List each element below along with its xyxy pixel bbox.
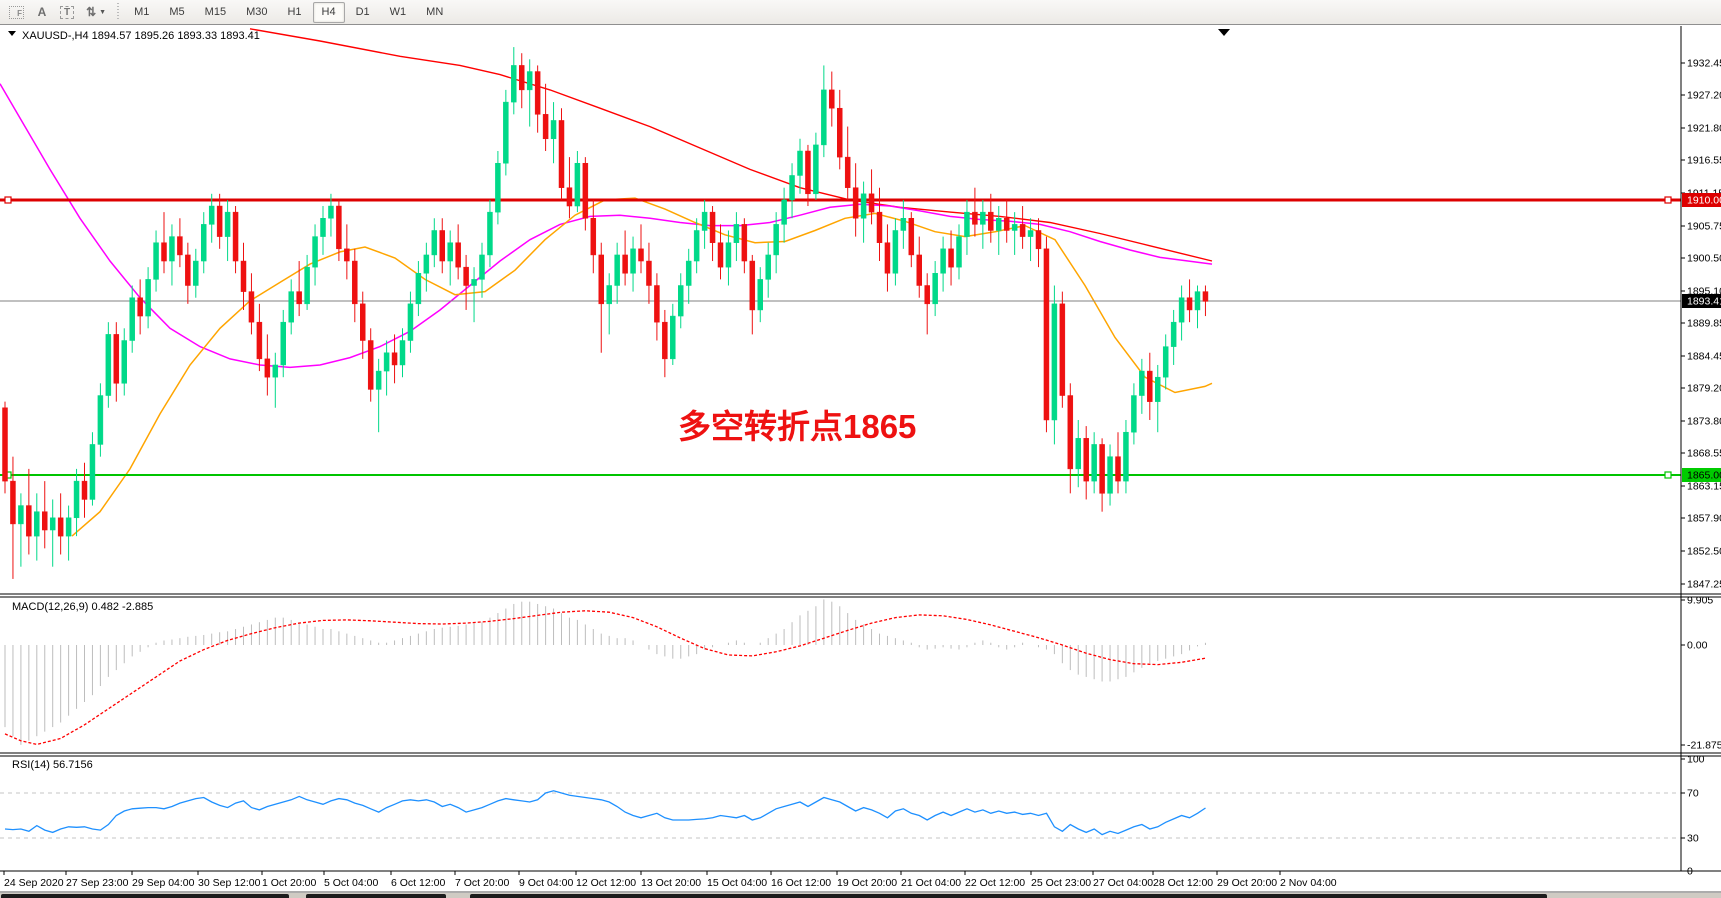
- svg-text:27 Sep 23:00: 27 Sep 23:00: [66, 877, 129, 889]
- svg-text:30: 30: [1687, 833, 1699, 845]
- svg-text:1932.45: 1932.45: [1687, 58, 1721, 70]
- svg-text:7 Oct 20:00: 7 Oct 20:00: [455, 877, 509, 889]
- svg-text:1857.90: 1857.90: [1687, 513, 1721, 525]
- price-badge-1893.41: 1893.41: [1682, 294, 1721, 308]
- macd-panel: MACD(12,26,9) 0.482 -2.885: [4, 599, 1206, 746]
- chart-title: XAUUSD-,H4 1894.57 1895.26 1893.33 1893.…: [8, 30, 260, 42]
- svg-text:1873.80: 1873.80: [1687, 416, 1721, 428]
- svg-text:6 Oct 12:00: 6 Oct 12:00: [391, 877, 445, 889]
- svg-text:15 Oct 04:00: 15 Oct 04:00: [707, 877, 767, 889]
- cursor-mode-icon: ⇅: [86, 5, 97, 19]
- toolbar-grip: [115, 3, 122, 21]
- rsi-label: RSI(14) 56.7156: [12, 759, 93, 771]
- svg-text:16 Oct 12:00: 16 Oct 12:00: [771, 877, 831, 889]
- svg-text:1852.50: 1852.50: [1687, 546, 1721, 558]
- annotation-text: 多空转折点1865: [678, 408, 916, 445]
- svg-text:21 Oct 04:00: 21 Oct 04:00: [901, 877, 961, 889]
- svg-text:28 Oct 12:00: 28 Oct 12:00: [1153, 877, 1213, 889]
- timeframe-m15[interactable]: M15: [204, 6, 227, 18]
- price-axis[interactable]: 1932.451927.201921.801916.551911.151905.…: [1680, 26, 1721, 878]
- svg-text:24 Sep 2020: 24 Sep 2020: [4, 877, 64, 889]
- text-label-icon: A: [37, 5, 47, 19]
- price-chart[interactable]: 多空转折点1865 XAUUSD-,H4 1894.57 1895.26 1893…: [0, 26, 1721, 893]
- svg-text:5 Oct 04:00: 5 Oct 04:00: [324, 877, 378, 889]
- svg-text:9.905: 9.905: [1687, 595, 1713, 607]
- timeframe-m30[interactable]: M30: [246, 6, 268, 18]
- svg-text:100: 100: [1687, 754, 1705, 766]
- macd-label: MACD(12,26,9) 0.482 -2.885: [12, 601, 153, 613]
- svg-text:70: 70: [1687, 788, 1699, 800]
- text-box-button[interactable]: T: [55, 2, 79, 23]
- svg-text:0.00: 0.00: [1687, 640, 1708, 652]
- indicator-frame-button[interactable]: F: [4, 2, 29, 23]
- timeframe-d1[interactable]: D1: [355, 6, 370, 18]
- svg-text:0: 0: [1687, 866, 1693, 878]
- timeframe-h1[interactable]: H1: [287, 6, 302, 18]
- panel-separators: [0, 593, 1721, 893]
- indicator-frame-icon: F: [9, 5, 24, 19]
- svg-text:1865.00: 1865.00: [1687, 470, 1721, 482]
- svg-text:22 Oct 12:00: 22 Oct 12:00: [965, 877, 1025, 889]
- svg-text:1927.20: 1927.20: [1687, 90, 1721, 102]
- timeframe-h4[interactable]: H4: [312, 1, 345, 23]
- rsi-panel: RSI(14) 56.7156: [0, 759, 1681, 839]
- price-badge-1910.00: 1910.00: [1682, 193, 1721, 207]
- svg-text:1889.85: 1889.85: [1687, 318, 1721, 330]
- svg-text:1 Oct 20:00: 1 Oct 20:00: [262, 877, 316, 889]
- chart-shift-marker-icon: [1218, 29, 1230, 36]
- svg-text:30 Sep 12:00: 30 Sep 12:00: [198, 877, 261, 889]
- top-toolbar: F A T ⇅ ▼ M1 M5 M15 M30 H1 H4 D1 W1 MN: [0, 0, 1721, 25]
- svg-text:1868.55: 1868.55: [1687, 448, 1721, 460]
- svg-text:2 Nov 04:00: 2 Nov 04:00: [1280, 877, 1337, 889]
- cursor-mode-button[interactable]: ⇅ ▼: [81, 2, 111, 23]
- timeframe-m1[interactable]: M1: [134, 6, 150, 18]
- text-label-button[interactable]: A: [31, 2, 53, 23]
- svg-text:1921.80: 1921.80: [1687, 123, 1721, 135]
- svg-text:1905.75: 1905.75: [1687, 221, 1721, 233]
- svg-text:19 Oct 20:00: 19 Oct 20:00: [837, 877, 897, 889]
- svg-text:1863.15: 1863.15: [1687, 481, 1721, 493]
- svg-text:1879.20: 1879.20: [1687, 383, 1721, 395]
- svg-text:-21.875: -21.875: [1687, 740, 1721, 752]
- price-badge-1865.00: 1865.00: [1682, 468, 1721, 482]
- bottom-dock-strip: [0, 893, 1721, 898]
- svg-text:12 Oct 12:00: 12 Oct 12:00: [576, 877, 636, 889]
- text-box-icon: T: [60, 5, 75, 19]
- svg-text:1893.41: 1893.41: [1687, 296, 1721, 308]
- svg-text:25 Oct 23:00: 25 Oct 23:00: [1031, 877, 1091, 889]
- svg-text:XAUUSD-,H4 1894.57 1895.26 18: XAUUSD-,H4 1894.57 1895.26 1893.33 1893.…: [22, 30, 260, 42]
- svg-text:27 Oct 04:00: 27 Oct 04:00: [1093, 877, 1153, 889]
- dock-segment: [470, 894, 1547, 898]
- svg-text:29 Oct 20:00: 29 Oct 20:00: [1217, 877, 1277, 889]
- svg-text:1910.00: 1910.00: [1687, 195, 1721, 207]
- svg-text:13 Oct 20:00: 13 Oct 20:00: [641, 877, 701, 889]
- svg-text:1884.45: 1884.45: [1687, 351, 1721, 363]
- svg-text:1847.25: 1847.25: [1687, 579, 1721, 591]
- dock-segment: [1, 894, 289, 898]
- svg-text:多空转折点1865: 多空转折点1865: [678, 408, 916, 445]
- timeframe-m5[interactable]: M5: [169, 6, 185, 18]
- horizontal-lines[interactable]: [0, 196, 1681, 479]
- svg-text:1900.50: 1900.50: [1687, 253, 1721, 265]
- dropdown-caret-icon: ▼: [99, 8, 107, 16]
- time-axis[interactable]: 24 Sep 2020 27 Sep 23:00 29 Sep 04:00 30 Se…: [3, 871, 1337, 889]
- candles: [2, 47, 1209, 579]
- timeframe-mn[interactable]: MN: [426, 6, 444, 18]
- svg-text:9 Oct 04:00: 9 Oct 04:00: [519, 877, 573, 889]
- svg-text:29 Sep 04:00: 29 Sep 04:00: [132, 877, 195, 889]
- svg-text:1916.55: 1916.55: [1687, 155, 1721, 167]
- timeframe-w1[interactable]: W1: [389, 6, 407, 18]
- dock-segment: [306, 894, 446, 898]
